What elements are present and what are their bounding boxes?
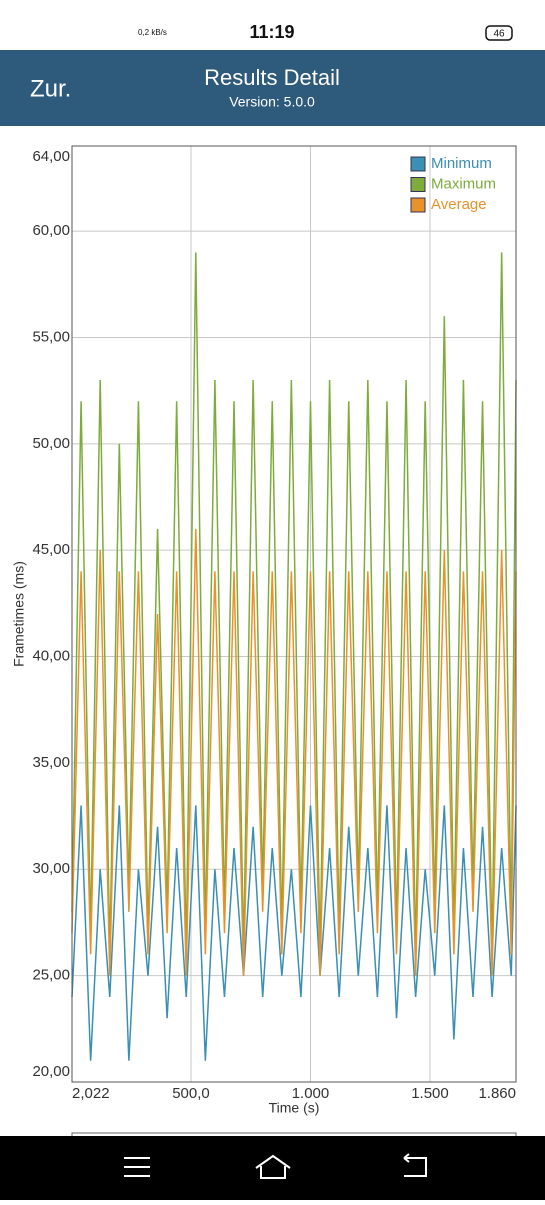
y-axis-title: Frametimes (ms) [11,561,27,667]
back-nav-button[interactable] [403,1153,427,1177]
series-line [71,252,517,955]
legend-swatch [410,177,426,192]
nav-bar [0,1136,545,1200]
app-header [0,50,545,126]
x-tick-label: 500,0 [172,1085,210,1102]
y-tick-label: 40,00 [32,648,70,665]
x-tick-label: 1.000 [292,1085,330,1102]
menu-button[interactable] [124,1157,150,1177]
series-line [71,805,517,1061]
legend-label: Minimum [431,155,492,172]
back-button[interactable]: Zur. [30,75,71,102]
y-tick-label: 60,00 [32,222,70,239]
y-tick-label: 55,00 [32,328,70,345]
x-tick-label: 2,022 [72,1085,110,1102]
clock: 11:19 [249,22,294,42]
plot-border [71,145,517,1083]
y-tick-label: 50,00 [32,435,70,452]
nav-icons [124,1153,427,1179]
home-button[interactable] [255,1154,291,1179]
y-tick-label: 20,00 [32,1063,70,1080]
y-tick-label: 25,00 [32,967,70,984]
battery-level: 46 [493,29,505,40]
status-bar [0,0,545,50]
header-title: Results Detail [204,65,340,90]
x-axis-title: Time (s) [269,1100,320,1116]
y-tick-label: 30,00 [32,860,70,877]
x-tick-label: 1.500 [411,1085,449,1102]
y-tick-label: 64,00 [32,148,70,165]
x-tick-label: 1.860 [478,1085,516,1102]
legend-label: Average [431,196,487,213]
header-subtitle: Version: 5.0.0 [229,94,315,110]
battery-icon [485,25,513,41]
series-line [71,528,517,976]
y-tick-label: 45,00 [32,541,70,558]
plot: 20,00 25,00 30,00 35,00 40,00 45,00 50,00 55,00… [11,145,517,1116]
legend-swatch [410,156,426,172]
legend-label: Maximum [431,175,496,192]
legend-swatch [410,197,426,213]
y-tick-label: 35,00 [32,754,70,771]
net-speed: 0,2 kB/s [138,28,167,37]
